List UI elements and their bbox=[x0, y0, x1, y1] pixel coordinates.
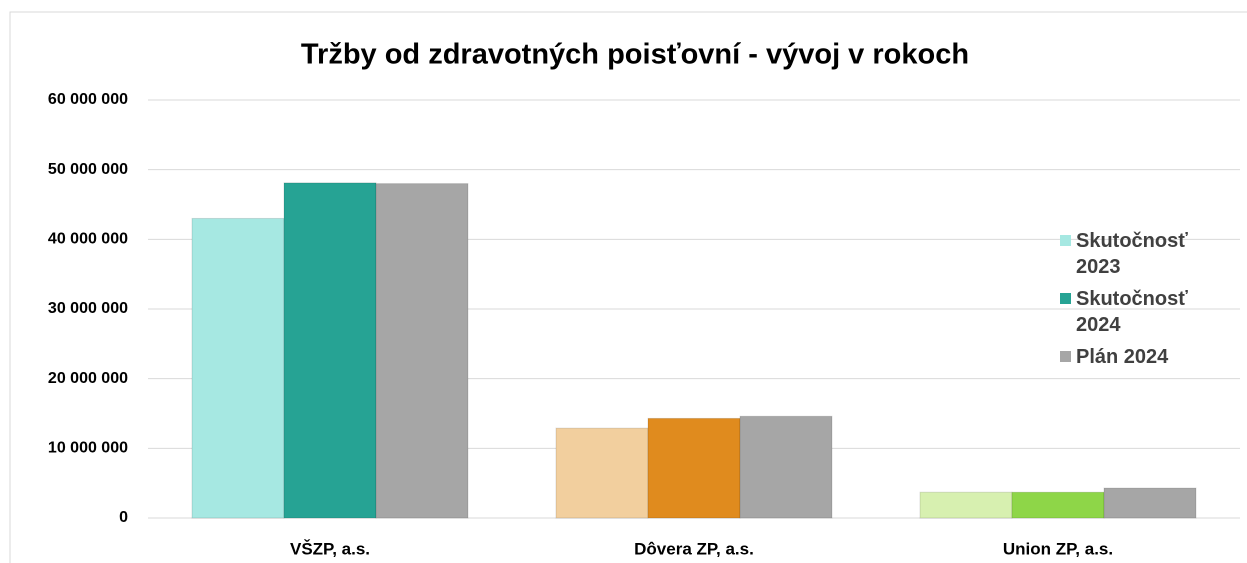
bar bbox=[1103, 487, 1197, 519]
bar bbox=[739, 415, 833, 519]
chart-title: Tržby od zdravotných poisťovní - vývoj v… bbox=[301, 39, 969, 71]
chart-frame bbox=[9, 11, 1247, 563]
bar bbox=[919, 491, 1013, 519]
bar bbox=[375, 183, 469, 519]
legend-item: Skutočnosť 2024 bbox=[1060, 286, 1240, 338]
x-tick-label: Dôvera ZP, a.s. bbox=[634, 539, 754, 558]
legend-item: Skutočnosť 2023 bbox=[1060, 228, 1240, 280]
bar bbox=[191, 217, 285, 519]
legend-swatch bbox=[1060, 293, 1071, 304]
legend-swatch bbox=[1060, 235, 1071, 246]
y-tick-label: 40 000 000 bbox=[48, 231, 128, 248]
x-tick-label: Union ZP, a.s. bbox=[1003, 539, 1113, 558]
bar bbox=[555, 427, 649, 519]
legend-label: Skutočnosť 2024 bbox=[1076, 288, 1188, 336]
y-tick-label: 30 000 000 bbox=[48, 300, 128, 317]
legend-item: Plán 2024 bbox=[1060, 344, 1240, 370]
legend: Skutočnosť 2023 Skutočnosť 2024 Plán 2024 bbox=[1060, 228, 1240, 376]
y-tick-label: 20 000 000 bbox=[48, 370, 128, 387]
y-tick-label: 0 bbox=[119, 509, 128, 526]
y-tick-label: 50 000 000 bbox=[48, 161, 128, 178]
bar bbox=[1011, 491, 1105, 519]
y-tick-label: 60 000 000 bbox=[48, 91, 128, 108]
y-tick-label: 10 000 000 bbox=[48, 440, 128, 457]
bar bbox=[647, 417, 741, 519]
legend-label: Skutočnosť 2023 bbox=[1076, 230, 1188, 278]
legend-label: Plán 2024 bbox=[1076, 346, 1169, 368]
x-tick-label: VŠZP, a.s. bbox=[290, 539, 370, 558]
legend-swatch bbox=[1060, 351, 1071, 362]
bar bbox=[283, 182, 377, 519]
